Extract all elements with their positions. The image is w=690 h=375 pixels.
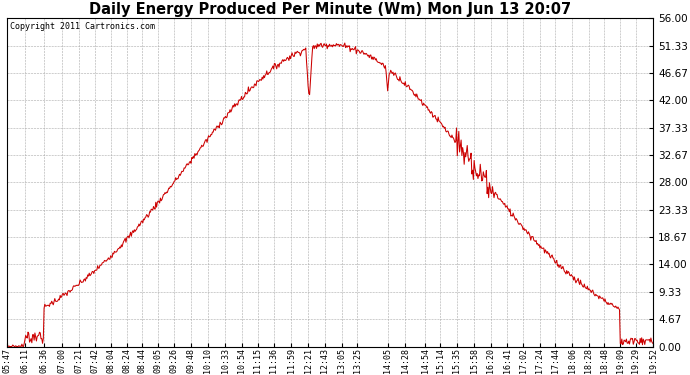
Text: Copyright 2011 Cartronics.com: Copyright 2011 Cartronics.com <box>10 21 155 30</box>
Title: Daily Energy Produced Per Minute (Wm) Mon Jun 13 20:07: Daily Energy Produced Per Minute (Wm) Mo… <box>89 2 571 17</box>
